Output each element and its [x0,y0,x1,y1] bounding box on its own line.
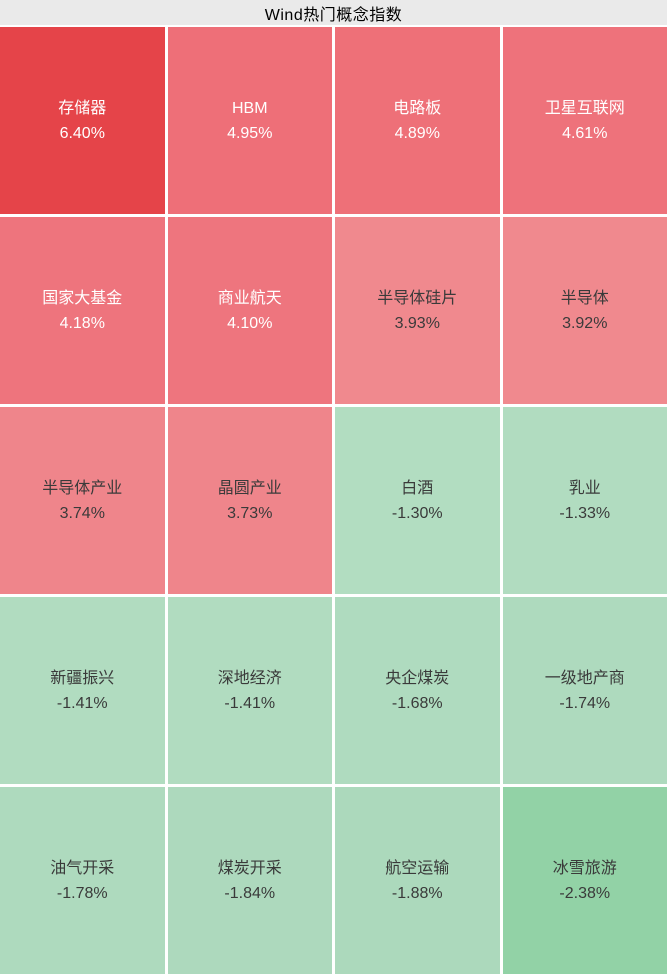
tile-change-percent: -1.88% [391,884,443,902]
tile-change-percent: -1.41% [224,694,276,712]
page-title: Wind热门概念指数 [264,6,403,24]
tile-concept-name: 乳业 [568,479,601,497]
tile-concept-name: 深地经济 [217,669,282,687]
tile-change-percent: 4.95% [227,124,273,142]
tile-concept-name: 国家大基金 [42,289,123,307]
tile-concept-name: 存储器 [58,99,107,117]
tile-change-percent: 3.73% [227,504,273,522]
tile-change-percent: -1.74% [559,694,611,712]
tile-concept-name: 冰雪旅游 [552,859,617,877]
heatmap-tile[interactable]: 煤炭开采 -1.84% [167,787,332,974]
tile-change-percent: -1.30% [391,504,443,522]
tile-concept-name: 一级地产商 [544,669,625,687]
tile-change-percent: 4.89% [394,124,440,142]
tile-concept-name: 半导体产业 [42,479,123,497]
heatmap-tile[interactable]: 电路板 4.89% [335,27,500,214]
tile-concept-name: HBM [231,99,268,117]
tile-change-percent: 4.18% [59,314,105,332]
tile-concept-name: 新疆振兴 [50,669,115,687]
heatmap-tile[interactable]: 冰雪旅游 -2.38% [502,787,667,974]
tile-change-percent: 3.93% [394,314,440,332]
tile-change-percent: 4.10% [227,314,273,332]
heatmap-tile[interactable]: 深地经济 -1.41% [167,597,332,784]
tile-concept-name: 白酒 [401,479,434,497]
heatmap-tile[interactable]: 一级地产商 -1.74% [502,597,667,784]
tile-concept-name: 电路板 [393,99,442,117]
tile-change-percent: 4.61% [562,124,608,142]
heatmap-tile[interactable]: 白酒 -1.30% [335,407,500,594]
tile-change-percent: -1.84% [224,884,276,902]
tile-concept-name: 晶圆产业 [217,479,282,497]
heatmap-tile[interactable]: 半导体 3.92% [502,217,667,404]
concept-heatmap-grid: 存储器 6.40% HBM 4.95% 电路板 4.89% 卫星互联网 4.61% 国家大基金 4… [0,27,667,974]
heatmap-tile[interactable]: 半导体硅片 3.93% [335,217,500,404]
tile-concept-name: 央企煤炭 [385,669,450,687]
heatmap-tile[interactable]: 央企煤炭 -1.68% [335,597,500,784]
tile-concept-name: 煤炭开采 [217,859,282,877]
heatmap-tile[interactable]: 卫星互联网 4.61% [502,27,667,214]
tile-concept-name: 商业航天 [217,289,282,307]
heatmap-tile[interactable]: 油气开采 -1.78% [0,787,165,974]
tile-concept-name: 航空运输 [385,859,450,877]
tile-concept-name: 半导体硅片 [377,289,458,307]
tile-concept-name: 卫星互联网 [544,99,625,117]
heatmap-tile[interactable]: 半导体产业 3.74% [0,407,165,594]
tile-change-percent: 3.74% [59,504,105,522]
tile-change-percent: -1.68% [391,694,443,712]
heatmap-tile[interactable]: HBM 4.95% [167,27,332,214]
tile-concept-name: 油气开采 [50,859,115,877]
tile-change-percent: 6.40% [59,124,105,142]
heatmap-tile[interactable]: 航空运输 -1.88% [335,787,500,974]
tile-change-percent: -2.38% [559,884,611,902]
title-bar: Wind热门概念指数 [0,0,667,25]
tile-change-percent: -1.78% [56,884,108,902]
heatmap-tile[interactable]: 晶圆产业 3.73% [167,407,332,594]
tile-change-percent: 3.92% [562,314,608,332]
heatmap-tile[interactable]: 新疆振兴 -1.41% [0,597,165,784]
heatmap-tile[interactable]: 国家大基金 4.18% [0,217,165,404]
heatmap-tile[interactable]: 商业航天 4.10% [167,217,332,404]
heatmap-tile[interactable]: 存储器 6.40% [0,27,165,214]
tile-change-percent: -1.41% [56,694,108,712]
heatmap-tile[interactable]: 乳业 -1.33% [502,407,667,594]
tile-change-percent: -1.33% [559,504,611,522]
tile-concept-name: 半导体 [560,289,609,307]
